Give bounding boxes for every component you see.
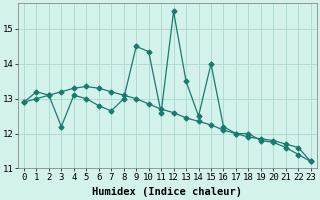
X-axis label: Humidex (Indice chaleur): Humidex (Indice chaleur): [92, 187, 242, 197]
